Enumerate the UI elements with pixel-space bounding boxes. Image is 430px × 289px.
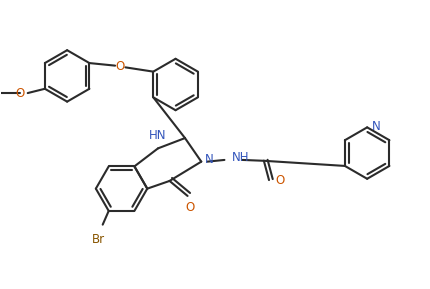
Text: O: O xyxy=(116,60,125,73)
Text: Br: Br xyxy=(92,233,105,246)
Text: NH: NH xyxy=(232,151,250,164)
Text: O: O xyxy=(15,87,24,100)
Text: HN: HN xyxy=(149,129,167,142)
Text: N: N xyxy=(372,120,380,133)
Text: O: O xyxy=(185,201,194,214)
Text: O: O xyxy=(275,175,284,188)
Text: N: N xyxy=(205,153,213,166)
